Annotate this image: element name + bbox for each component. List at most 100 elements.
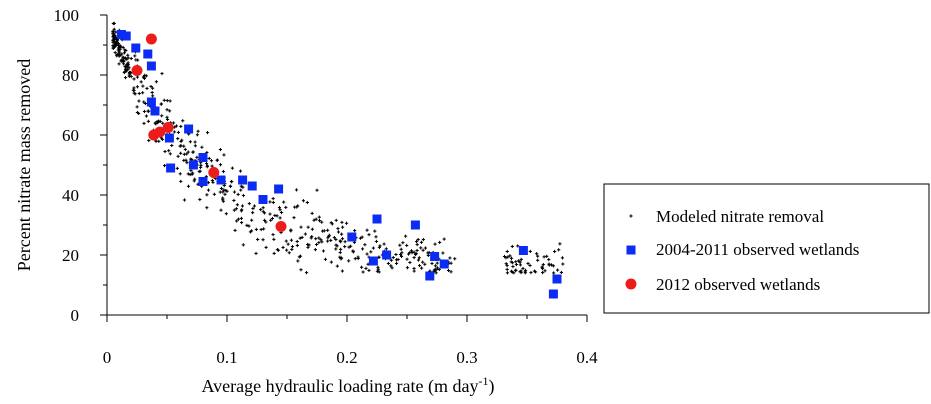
modeled-point: [147, 109, 151, 113]
modeled-point: [162, 98, 166, 102]
observed-2004-2011-point: [439, 259, 449, 269]
modeled-point: [384, 247, 388, 251]
observed-2004-2011-point: [552, 274, 562, 284]
observed-2004-2011-point: [131, 43, 141, 53]
modeled-point: [373, 229, 377, 233]
modeled-point: [553, 249, 557, 254]
modeled-point: [545, 254, 549, 258]
modeled-point: [193, 144, 197, 148]
modeled-point: [144, 114, 149, 118]
modeled-point: [386, 261, 390, 266]
modeled-point: [399, 247, 403, 251]
modeled-point: [378, 244, 382, 248]
y-tick-label: 100: [54, 6, 80, 25]
modeled-point: [141, 84, 145, 88]
modeled-point: [234, 207, 238, 211]
modeled-point: [160, 137, 164, 141]
modeled-point: [295, 243, 299, 248]
modeled-point: [319, 238, 323, 242]
modeled-point: [119, 53, 123, 57]
modeled-point: [365, 228, 369, 232]
modeled-point: [224, 212, 228, 216]
modeled-point: [322, 229, 326, 233]
modeled-point: [233, 228, 237, 232]
modeled-point: [365, 252, 369, 256]
modeled-point: [276, 248, 280, 252]
modeled-point: [405, 257, 409, 261]
modeled-point: [514, 262, 519, 267]
modeled-point: [536, 258, 540, 262]
modeled-point: [221, 190, 225, 194]
modeled-point: [121, 55, 125, 59]
modeled-point: [321, 249, 326, 253]
modeled-point: [509, 269, 514, 273]
modeled-point: [377, 270, 381, 274]
modeled-point: [121, 45, 125, 50]
modeled-point: [551, 264, 555, 268]
modeled-point: [332, 235, 336, 240]
modeled-point: [413, 252, 418, 257]
modeled-point: [240, 204, 245, 208]
observed-2004-2011-point: [238, 175, 248, 185]
modeled-point: [185, 152, 189, 156]
modeled-point: [547, 257, 551, 262]
modeled-point: [123, 48, 127, 52]
modeled-point: [281, 245, 285, 250]
modeled-point: [340, 237, 345, 241]
modeled-point: [209, 159, 214, 163]
modeled-point: [241, 193, 246, 198]
modeled-point: [251, 211, 255, 215]
modeled-point: [543, 269, 547, 273]
modeled-point: [415, 248, 419, 253]
observed-2004-2011-point: [274, 184, 284, 194]
modeled-point: [132, 77, 136, 81]
modeled-point: [151, 94, 155, 98]
modeled-point: [338, 255, 342, 259]
modeled-point: [141, 91, 145, 95]
modeled-point: [270, 216, 275, 221]
modeled-point: [168, 109, 172, 113]
modeled-point: [560, 256, 565, 260]
modeled-point: [433, 242, 437, 246]
modeled-point: [287, 251, 291, 255]
modeled-point: [347, 245, 351, 249]
observed-2004-2011-point: [382, 250, 392, 260]
modeled-point: [235, 219, 239, 223]
modeled-point: [186, 184, 191, 188]
modeled-point: [536, 254, 540, 258]
modeled-point: [160, 71, 164, 76]
legend-label-modeled: Modeled nitrate removal: [656, 207, 824, 226]
modeled-point: [405, 266, 410, 270]
modeled-point: [309, 236, 313, 240]
modeled-point: [117, 49, 121, 53]
modeled-point: [541, 262, 545, 267]
modeled-point: [289, 238, 294, 242]
modeled-point: [261, 238, 265, 242]
modeled-point: [186, 172, 190, 176]
modeled-point: [212, 192, 216, 196]
modeled-point: [356, 255, 360, 259]
observed-2004-2011-point: [368, 256, 378, 266]
modeled-point: [153, 121, 157, 125]
modeled-point: [205, 193, 209, 197]
modeled-point: [298, 236, 302, 240]
modeled-point: [182, 198, 187, 202]
modeled-point: [505, 263, 509, 268]
modeled-point: [336, 230, 341, 234]
observed-2004-2011-point: [146, 61, 156, 71]
modeled-point: [334, 218, 338, 222]
modeled-point: [273, 213, 277, 218]
modeled-point: [314, 242, 319, 247]
legend-item-modeled: Modeled nitrate removal: [629, 207, 824, 226]
modeled-point: [518, 270, 522, 274]
modeled-point: [165, 108, 169, 112]
y-tick-label: 80: [62, 66, 79, 85]
modeled-point: [306, 225, 310, 229]
legend-marker-plus: [629, 214, 633, 218]
modeled-point: [374, 239, 379, 244]
modeled-point: [299, 268, 303, 272]
observed-2012-point: [162, 122, 174, 133]
modeled-point: [435, 266, 440, 270]
observed-2004-2011-point: [430, 252, 440, 261]
modeled-point: [230, 166, 234, 170]
